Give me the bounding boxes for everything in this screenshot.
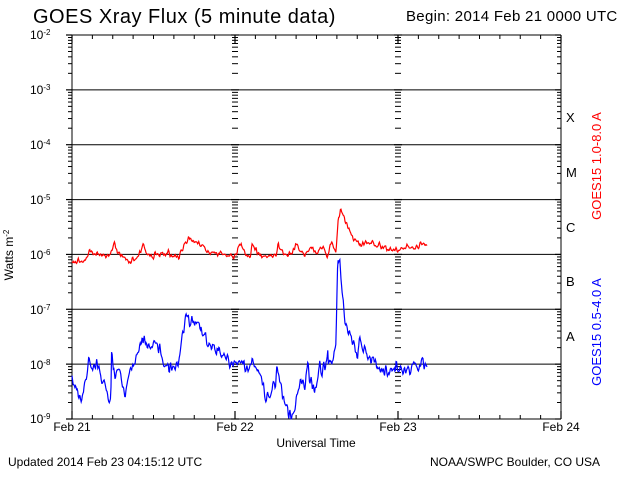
svg-text:X: X [566, 110, 575, 125]
svg-text:GOES Xray Flux (5 minute data): GOES Xray Flux (5 minute data) [33, 6, 336, 28]
svg-text:Feb 24: Feb 24 [542, 420, 580, 434]
svg-text:GOES15 1.0-8.0 A: GOES15 1.0-8.0 A [589, 112, 604, 220]
svg-text:Feb 21: Feb 21 [53, 420, 91, 434]
svg-text:M: M [566, 165, 577, 180]
svg-text:Watts m-2: Watts m-2 [2, 229, 17, 280]
svg-text:Feb 23: Feb 23 [379, 420, 417, 434]
svg-text:C: C [566, 220, 575, 235]
svg-text:Updated 2014 Feb 23 04:15:12 U: Updated 2014 Feb 23 04:15:12 UTC [8, 455, 202, 469]
svg-text:NOAA/SWPC Boulder, CO USA: NOAA/SWPC Boulder, CO USA [430, 455, 600, 469]
svg-text:A: A [566, 329, 575, 344]
svg-text:Universal Time: Universal Time [276, 436, 356, 450]
svg-text:Begin: 2014 Feb 21 0000 UTC: Begin: 2014 Feb 21 0000 UTC [406, 8, 618, 25]
svg-text:Feb 22: Feb 22 [216, 420, 254, 434]
svg-text:GOES15 0.5-4.0 A: GOES15 0.5-4.0 A [589, 278, 604, 386]
svg-text:B: B [566, 274, 575, 289]
